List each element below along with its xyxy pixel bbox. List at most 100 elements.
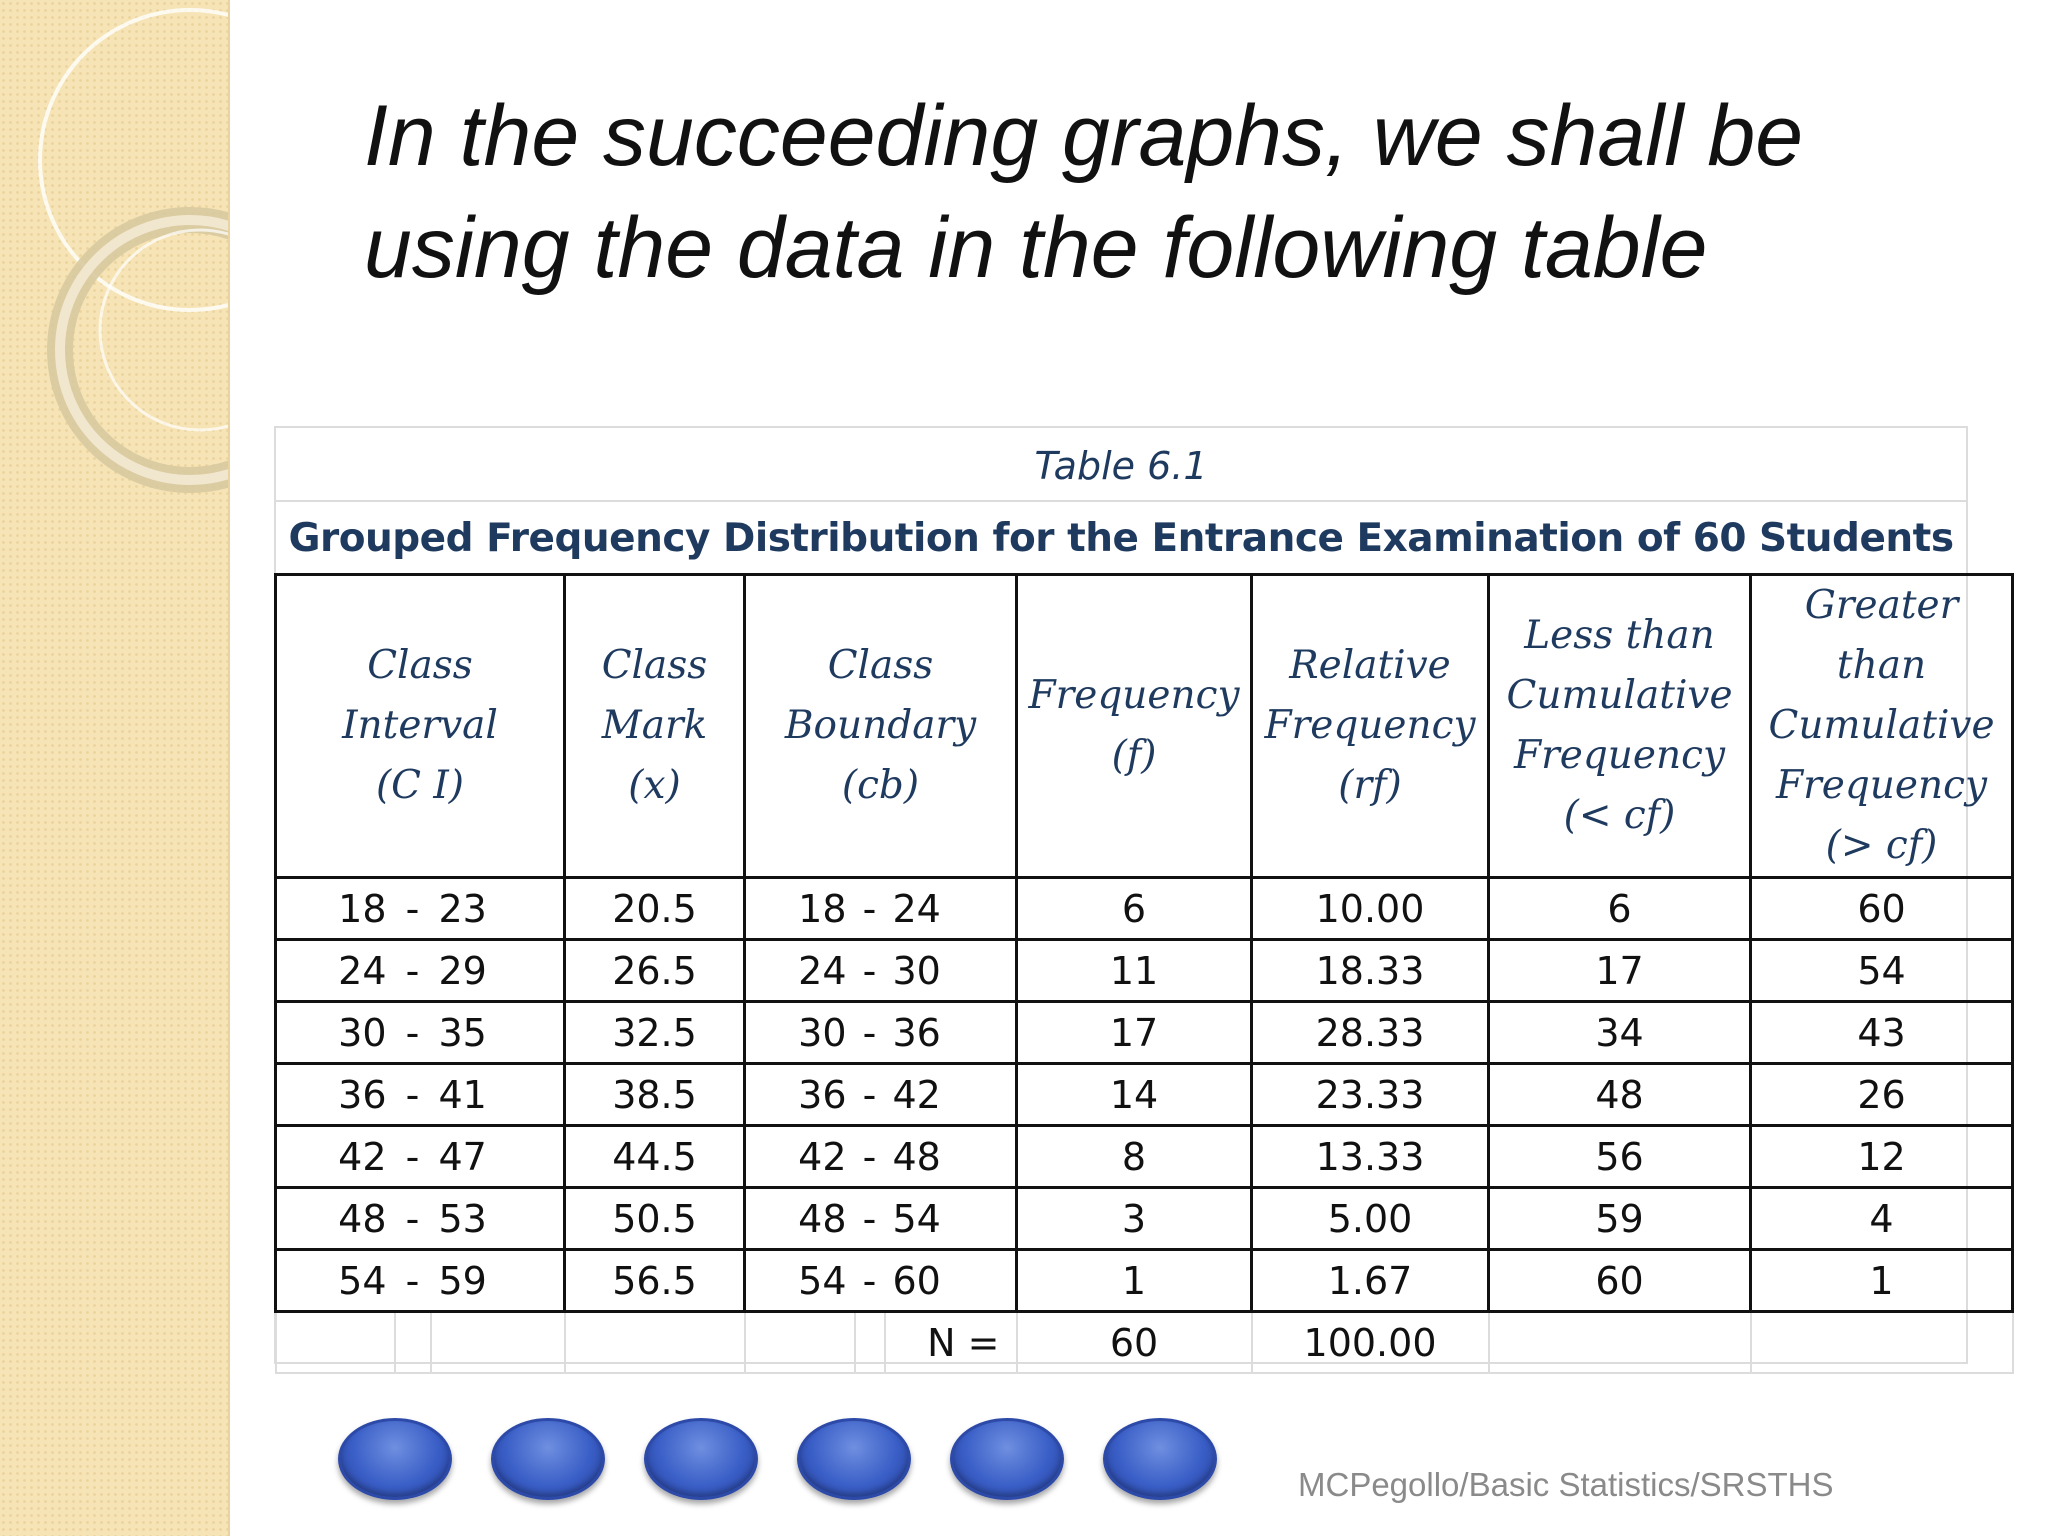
ci-upper: 47: [430, 1124, 566, 1189]
cb-dash: -: [854, 1248, 885, 1313]
greater-than-cf: 60: [1749, 876, 2015, 941]
header-row: Class Interval (C I) Class Mark (x) Clas…: [274, 573, 2015, 879]
cb-lower: 48: [743, 1186, 855, 1251]
cb-lower: 36: [743, 1062, 855, 1127]
frequency: 11: [1015, 938, 1254, 1003]
decorative-rings: [38, 8, 228, 493]
frequency: 3: [1015, 1186, 1254, 1251]
greater-than-cf: 12: [1749, 1124, 2015, 1189]
cb-dash: -: [854, 938, 885, 1003]
relative-frequency: 5.00: [1250, 1186, 1491, 1251]
cb-dash: -: [854, 1124, 885, 1189]
class-mark: 32.5: [563, 1000, 746, 1065]
empty-cell: [853, 1310, 886, 1374]
cb-lower: 18: [743, 876, 855, 941]
ci-lower: 36: [274, 1062, 395, 1127]
ci-upper: 23: [430, 876, 566, 941]
relative-frequency: 18.33: [1250, 938, 1491, 1003]
class-mark: 38.5: [563, 1062, 746, 1127]
cb-dash: -: [854, 1062, 885, 1127]
slide-title-line-1: In the succeeding graphs, we shall be: [364, 88, 1804, 184]
table-row: 48 - 53 50.5 48 - 54 3 5.00 59 4: [274, 1186, 2015, 1251]
relative-frequency: 10.00: [1250, 876, 1491, 941]
greater-than-cf: 26: [1749, 1062, 2015, 1127]
empty-cell: [563, 1310, 746, 1374]
ci-lower: 24: [274, 938, 395, 1003]
cb-lower: 30: [743, 1000, 855, 1065]
frequency: 1: [1015, 1248, 1254, 1313]
cb-dash: -: [854, 876, 885, 941]
ci-upper: 41: [430, 1062, 566, 1127]
greater-than-cf: 54: [1749, 938, 2015, 1003]
ci-lower: 18: [274, 876, 395, 941]
ci-upper: 35: [430, 1000, 566, 1065]
greater-than-cf: 43: [1749, 1000, 2015, 1065]
decorative-oval-2: [491, 1418, 605, 1500]
ci-lower: 42: [274, 1124, 395, 1189]
total-label: N =: [883, 1310, 1018, 1374]
cb-dash: -: [854, 1186, 885, 1251]
ci-dash: -: [394, 876, 431, 941]
table-row: 18 - 23 20.5 18 - 24 6 10.00 6 60: [274, 876, 2015, 941]
total-frequency: 60: [1015, 1310, 1253, 1374]
frequency: 8: [1015, 1124, 1254, 1189]
header-class-boundary: Class Boundary (cb): [742, 573, 1019, 879]
class-mark: 26.5: [563, 938, 746, 1003]
empty-cell: [743, 1310, 856, 1374]
relative-frequency: 28.33: [1250, 1000, 1491, 1065]
header-greater-than-cumulative-frequency: Greater than Cumulative Frequency (> cf): [1749, 573, 2015, 879]
empty-cell: [274, 1310, 396, 1374]
relative-frequency: 1.67: [1250, 1248, 1491, 1313]
empty-cell: [429, 1310, 566, 1374]
ci-dash: -: [394, 1248, 431, 1313]
table-row: 30 - 35 32.5 30 - 36 17 28.33 34 43: [274, 1000, 2015, 1065]
relative-frequency: 23.33: [1250, 1062, 1491, 1127]
ci-dash: -: [394, 1000, 431, 1065]
empty-cell: [1749, 1310, 2014, 1374]
less-than-cf: 34: [1487, 1000, 1753, 1065]
header-class-interval: Class Interval (C I): [274, 573, 566, 879]
totals-row: N = 60 100.00: [274, 1310, 2014, 1374]
less-than-cf: 6: [1487, 876, 1753, 941]
cb-upper: 42: [884, 1062, 1019, 1127]
empty-cell: [1487, 1310, 1752, 1374]
empty-cell: [393, 1310, 432, 1374]
ci-dash: -: [394, 938, 431, 1003]
ci-upper: 53: [430, 1186, 566, 1251]
frequency: 14: [1015, 1062, 1254, 1127]
ci-lower: 54: [274, 1248, 395, 1313]
cb-upper: 36: [884, 1000, 1019, 1065]
decorative-oval-1: [338, 1418, 452, 1500]
cb-dash: -: [854, 1000, 885, 1065]
cb-upper: 24: [884, 876, 1019, 941]
ci-dash: -: [394, 1124, 431, 1189]
cb-lower: 42: [743, 1124, 855, 1189]
table-row: 54 - 59 56.5 54 - 60 1 1.67 60 1: [274, 1248, 2015, 1313]
slide-title: In the succeeding graphs, we shall be us…: [364, 80, 1964, 304]
table-caption: Table 6.1: [276, 428, 1966, 502]
cb-upper: 54: [884, 1186, 1019, 1251]
header-frequency: Frequency (f): [1015, 573, 1254, 879]
ci-upper: 59: [430, 1248, 566, 1313]
cb-upper: 48: [884, 1124, 1019, 1189]
frequency: 6: [1015, 876, 1254, 941]
less-than-cf: 60: [1487, 1248, 1753, 1313]
slide-title-line-2: using the data in the following table: [364, 200, 1708, 296]
header-relative-frequency: Relative Frequency (rf): [1250, 573, 1491, 879]
class-mark: 20.5: [563, 876, 746, 941]
cb-lower: 24: [743, 938, 855, 1003]
decorative-oval-6: [1103, 1418, 1217, 1500]
greater-than-cf: 4: [1749, 1186, 2015, 1251]
ci-dash: -: [394, 1186, 431, 1251]
total-relative-frequency: 100.00: [1250, 1310, 1490, 1374]
header-class-mark: Class Mark (x): [563, 573, 746, 879]
cb-upper: 60: [884, 1248, 1019, 1313]
slide-footer: MCPegollo/Basic Statistics/SRSTHS: [1298, 1466, 1834, 1503]
cb-upper: 30: [884, 938, 1019, 1003]
relative-frequency: 13.33: [1250, 1124, 1491, 1189]
frequency-distribution-table: Class Interval (C I) Class Mark (x) Clas…: [274, 573, 2015, 1374]
ci-lower: 48: [274, 1186, 395, 1251]
header-less-than-cumulative-frequency: Less than Cumulative Frequency (< cf): [1487, 573, 1753, 879]
ci-lower: 30: [274, 1000, 395, 1065]
table-row: 42 - 47 44.5 42 - 48 8 13.33 56 12: [274, 1124, 2015, 1189]
